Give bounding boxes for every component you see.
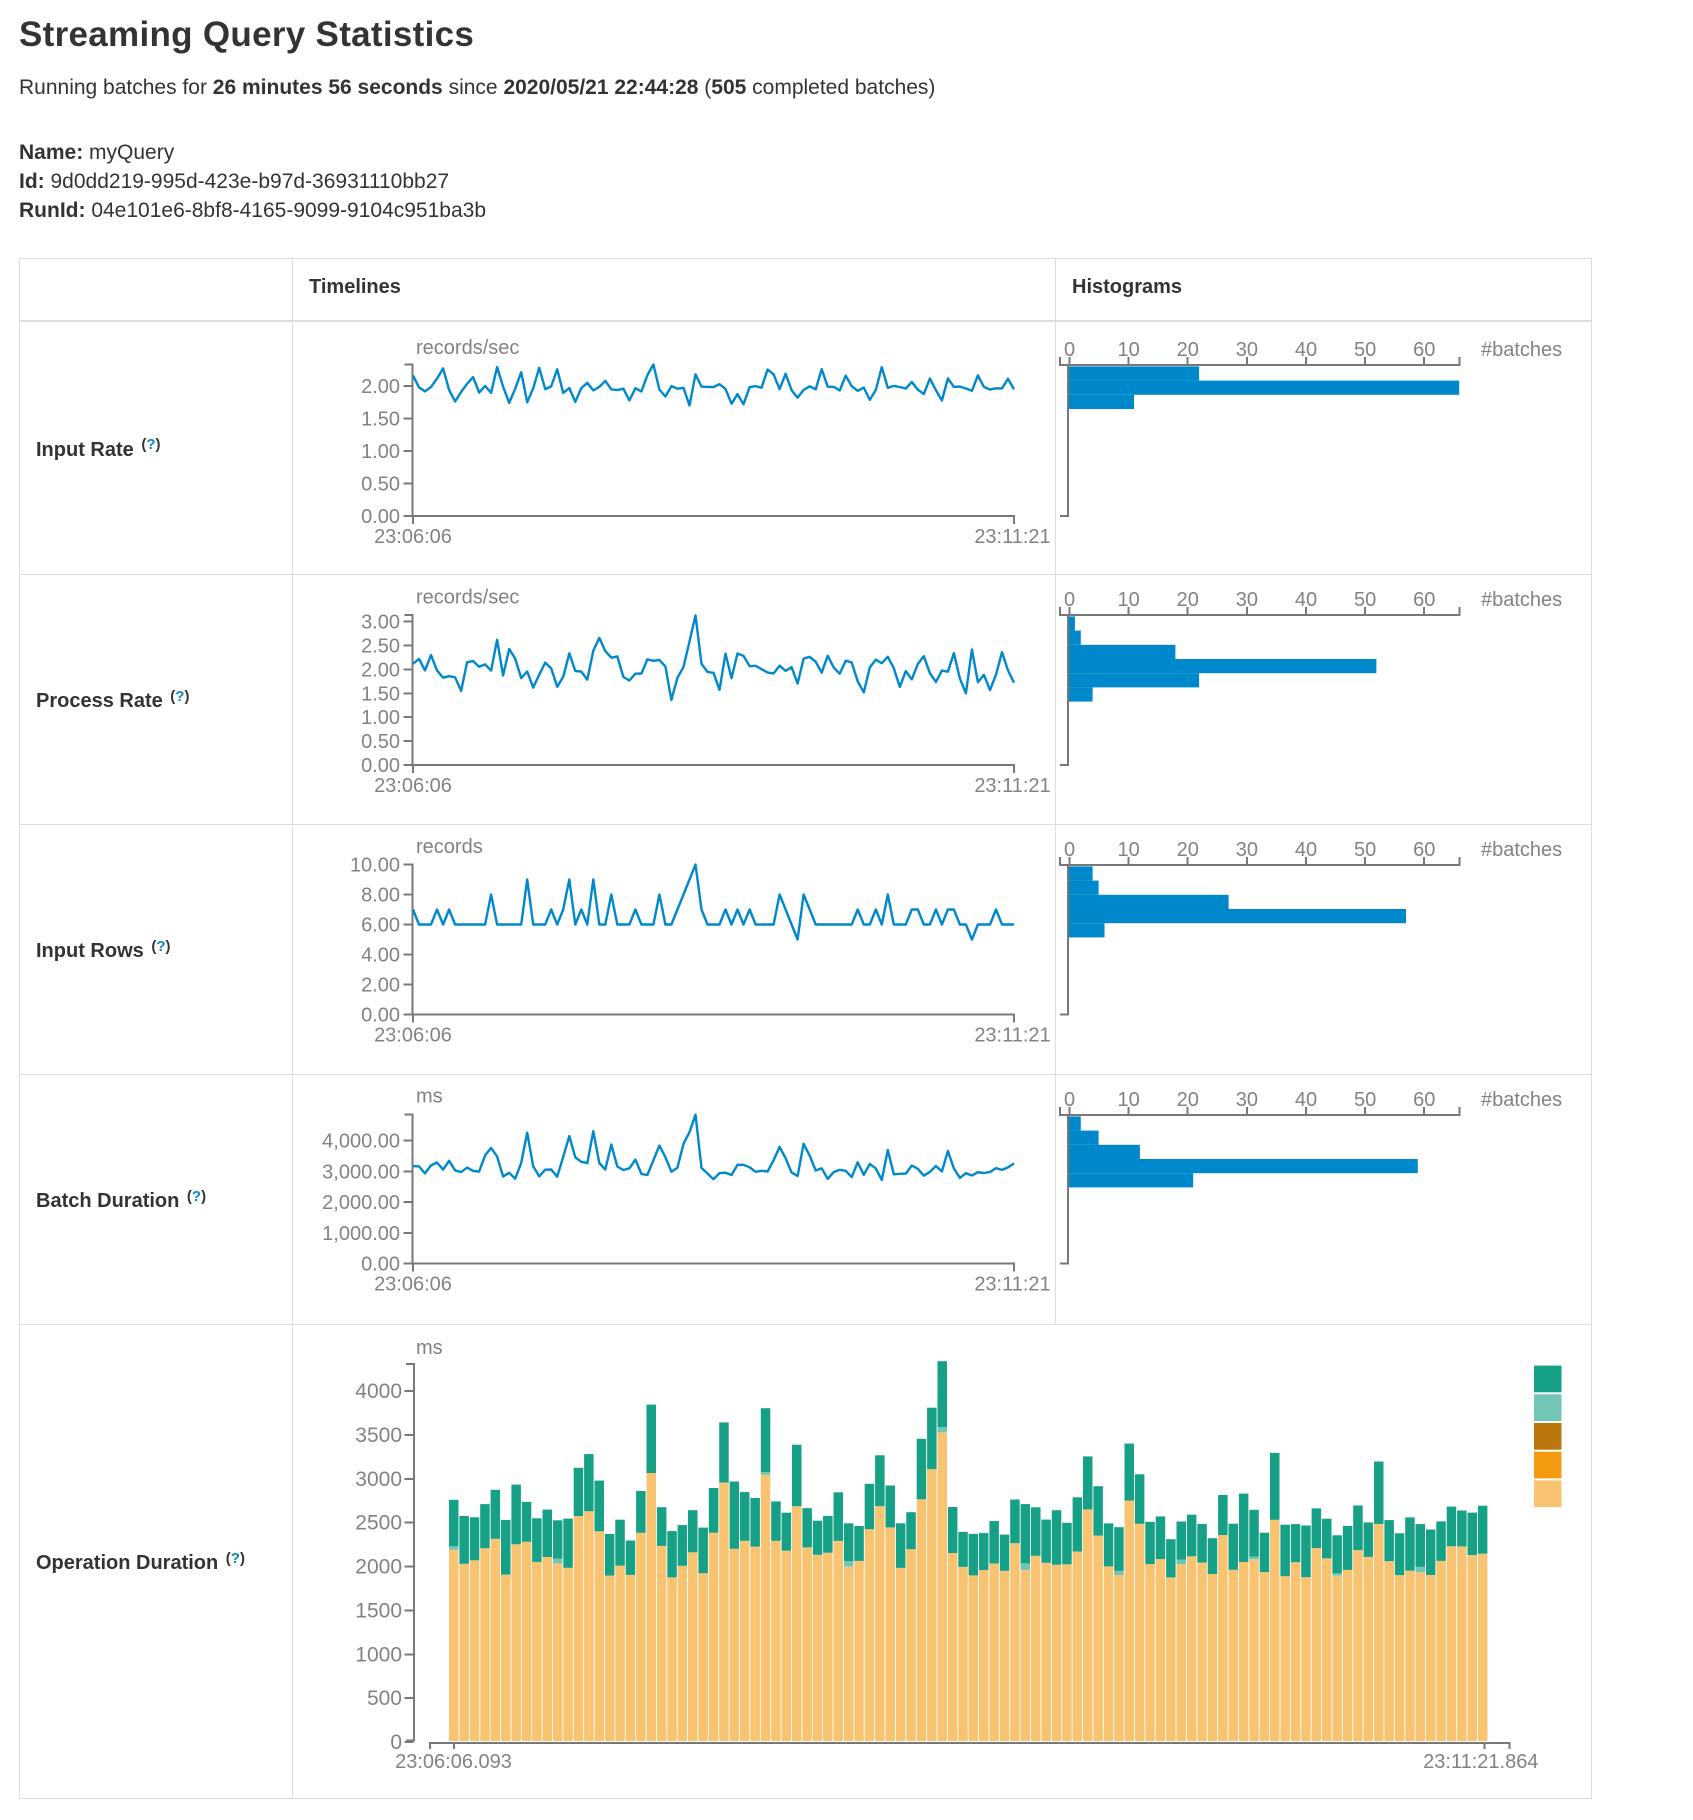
svg-text:40: 40	[1295, 339, 1317, 361]
svg-text:0: 0	[1064, 589, 1075, 611]
svg-text:3500: 3500	[355, 1424, 402, 1447]
svg-text:50: 50	[1354, 589, 1376, 611]
svg-text:6.00: 6.00	[361, 915, 400, 937]
svg-text:2,000.00: 2,000.00	[322, 1192, 400, 1214]
svg-text:0.50: 0.50	[361, 474, 400, 496]
svg-text:40: 40	[1295, 1089, 1317, 1111]
svg-text:0: 0	[1064, 839, 1075, 861]
svg-text:2.00: 2.00	[361, 975, 400, 997]
svg-text:0.00: 0.00	[361, 506, 400, 528]
svg-text:30: 30	[1236, 839, 1258, 861]
svg-text:records/sec: records/sec	[416, 337, 519, 359]
svg-text:10.00: 10.00	[350, 855, 400, 877]
svg-text:20: 20	[1177, 339, 1199, 361]
svg-text:records/sec: records/sec	[416, 587, 519, 609]
svg-text:20: 20	[1177, 839, 1199, 861]
svg-text:23:06:06.093: 23:06:06.093	[395, 1751, 512, 1773]
svg-text:ms: ms	[416, 1337, 443, 1359]
svg-text:23:11:21: 23:11:21	[974, 1274, 1050, 1296]
svg-text:50: 50	[1354, 839, 1376, 861]
svg-text:0: 0	[390, 1731, 402, 1754]
svg-text:60: 60	[1413, 839, 1435, 861]
svg-text:50: 50	[1354, 1089, 1376, 1111]
svg-text:3000: 3000	[355, 1468, 402, 1491]
svg-text:10: 10	[1117, 839, 1139, 861]
svg-text:23:11:21.864: 23:11:21.864	[1423, 1751, 1538, 1773]
svg-text:2500: 2500	[355, 1512, 402, 1535]
svg-text:0: 0	[1064, 1089, 1075, 1111]
svg-text:23:06:06: 23:06:06	[374, 775, 452, 797]
svg-text:#batches: #batches	[1481, 1089, 1562, 1111]
svg-text:1,000.00: 1,000.00	[322, 1223, 400, 1245]
svg-text:23:11:21: 23:11:21	[974, 775, 1050, 797]
svg-text:60: 60	[1413, 339, 1435, 361]
svg-text:0.50: 0.50	[361, 731, 400, 753]
svg-text:2.00: 2.00	[361, 659, 400, 681]
svg-text:8.00: 8.00	[361, 885, 400, 907]
svg-text:10: 10	[1117, 1089, 1139, 1111]
svg-text:#batches: #batches	[1481, 839, 1562, 861]
svg-text:40: 40	[1295, 839, 1317, 861]
svg-text:records: records	[416, 836, 483, 858]
svg-text:10: 10	[1117, 589, 1139, 611]
svg-text:1.50: 1.50	[361, 409, 400, 431]
svg-text:23:06:06: 23:06:06	[374, 526, 452, 548]
svg-text:23:06:06: 23:06:06	[374, 1274, 452, 1296]
svg-text:40: 40	[1295, 589, 1317, 611]
svg-text:50: 50	[1354, 339, 1376, 361]
svg-text:30: 30	[1236, 1089, 1258, 1111]
svg-text:30: 30	[1236, 589, 1258, 611]
svg-text:4,000.00: 4,000.00	[322, 1131, 400, 1153]
svg-text:60: 60	[1413, 589, 1435, 611]
svg-text:1.00: 1.00	[361, 441, 400, 463]
svg-text:2.00: 2.00	[361, 376, 400, 398]
svg-text:60: 60	[1413, 1089, 1435, 1111]
svg-text:30: 30	[1236, 339, 1258, 361]
svg-text:ms: ms	[416, 1086, 443, 1108]
svg-text:1.00: 1.00	[361, 707, 400, 729]
svg-text:0.00: 0.00	[361, 1254, 400, 1276]
svg-text:3,000.00: 3,000.00	[322, 1161, 400, 1183]
svg-text:1000: 1000	[355, 1643, 402, 1666]
svg-text:10: 10	[1117, 339, 1139, 361]
svg-text:#batches: #batches	[1481, 339, 1562, 361]
svg-text:1.50: 1.50	[361, 683, 400, 705]
svg-text:2000: 2000	[355, 1556, 402, 1579]
svg-text:3.00: 3.00	[361, 612, 400, 634]
svg-text:20: 20	[1177, 589, 1199, 611]
svg-text:500: 500	[367, 1687, 402, 1710]
svg-text:20: 20	[1177, 1089, 1199, 1111]
svg-text:2.50: 2.50	[361, 636, 400, 658]
svg-text:23:06:06: 23:06:06	[374, 1025, 452, 1047]
svg-text:0: 0	[1064, 339, 1075, 361]
svg-text:1500: 1500	[355, 1599, 402, 1622]
svg-text:23:11:21: 23:11:21	[974, 526, 1050, 548]
svg-text:4000: 4000	[355, 1380, 402, 1403]
svg-text:0.00: 0.00	[361, 755, 400, 777]
svg-text:4.00: 4.00	[361, 945, 400, 967]
svg-text:#batches: #batches	[1481, 589, 1562, 611]
svg-text:0.00: 0.00	[361, 1005, 400, 1027]
svg-text:23:11:21: 23:11:21	[974, 1025, 1050, 1047]
